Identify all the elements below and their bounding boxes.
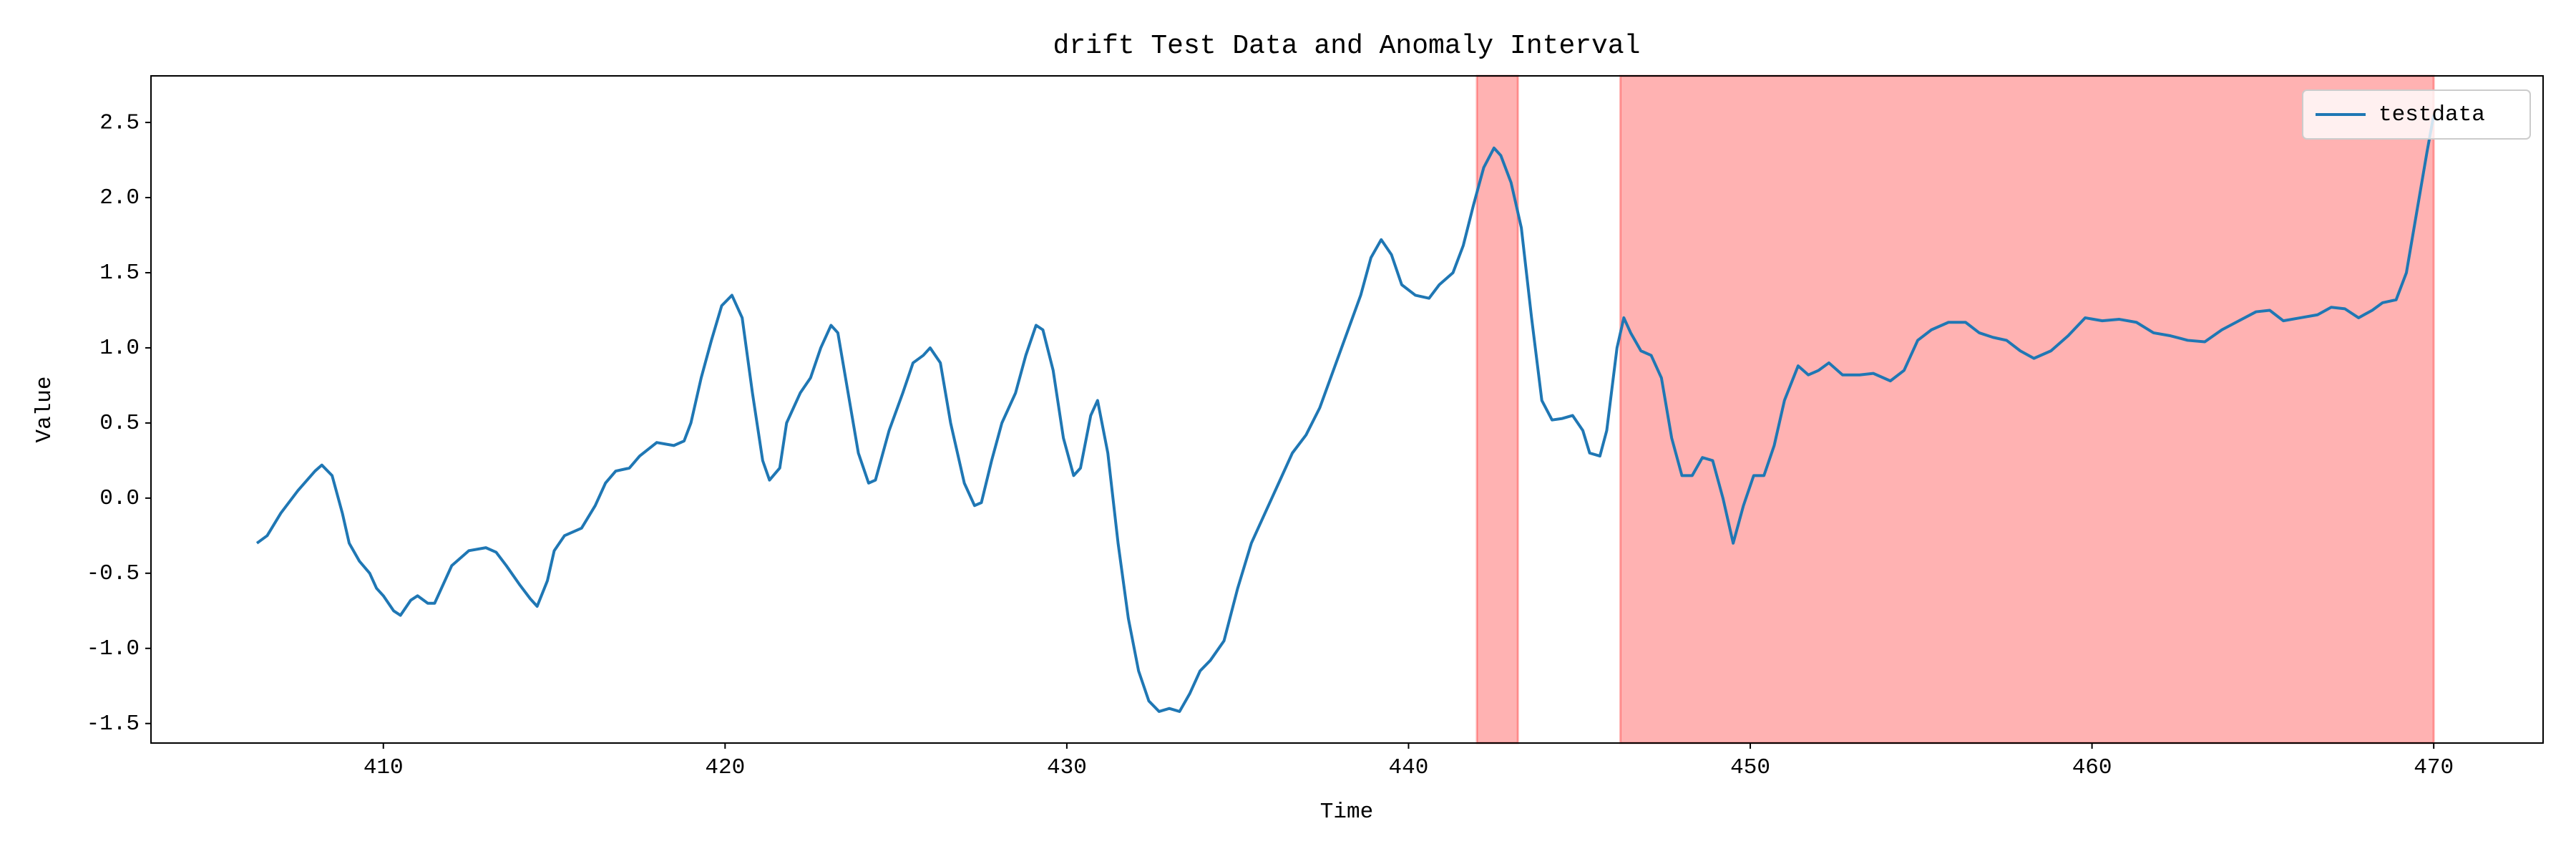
- y-tick-label: 0.0: [99, 486, 140, 511]
- y-tick-label: 2.5: [99, 110, 140, 135]
- x-axis-label: Time: [1320, 800, 1373, 825]
- legend-box: [2302, 89, 2531, 140]
- legend-label: testdata: [2379, 102, 2485, 127]
- y-tick-label: 2.0: [99, 185, 140, 210]
- x-tick-label: 470: [2414, 755, 2454, 780]
- y-tick-label: 1.0: [99, 336, 140, 361]
- y-tick-label: 0.5: [99, 411, 140, 436]
- plot-frame: [150, 75, 2544, 744]
- y-tick-label: -1.5: [87, 712, 140, 737]
- y-axis-label: Value: [32, 376, 57, 442]
- chart-title: drift Test Data and Anomaly Interval: [1053, 31, 1641, 62]
- anomaly-interval: [1619, 74, 2435, 744]
- x-tick-label: 410: [364, 755, 404, 780]
- x-tick-label: 430: [1047, 755, 1087, 780]
- y-tick-label: 1.5: [99, 261, 140, 286]
- data-line: [255, 115, 2436, 713]
- x-tick-label: 420: [705, 755, 745, 780]
- anomaly-interval: [1475, 74, 1519, 744]
- x-tick-label: 450: [1730, 755, 1770, 780]
- x-tick-label: 440: [1389, 755, 1429, 780]
- y-tick-label: -0.5: [87, 561, 140, 586]
- y-tick-label: -1.0: [87, 636, 140, 661]
- x-tick-label: 460: [2072, 755, 2112, 780]
